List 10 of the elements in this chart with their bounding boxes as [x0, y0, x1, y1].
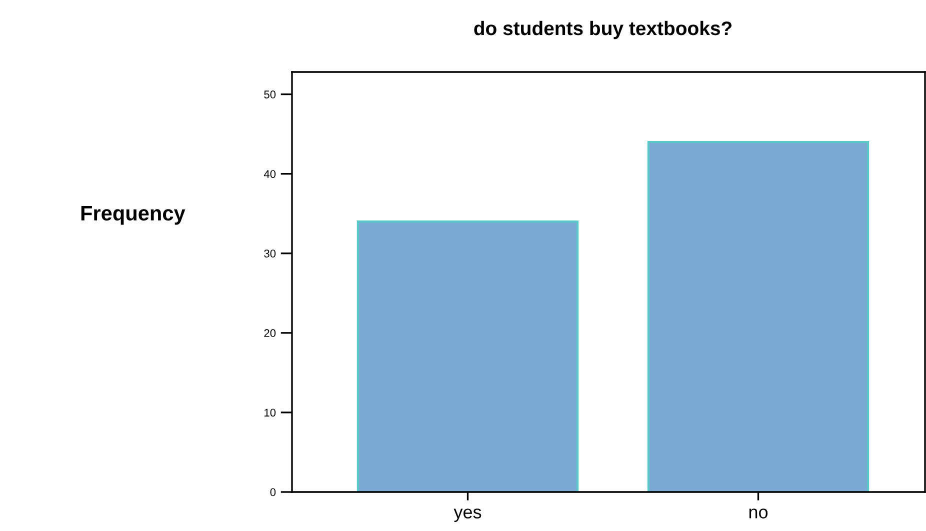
x-tick-label: yes [454, 508, 482, 522]
x-tick-label: no [749, 508, 768, 518]
y-axis-title: Frequency [81, 206, 186, 225]
y-tick-label: 50 [264, 90, 276, 98]
y-tick-label: 0 [270, 488, 276, 496]
chart-title: do students buy textbooks? [474, 20, 732, 40]
y-tick-label: 10 [264, 408, 276, 417]
y-tick-label: 40 [264, 170, 276, 178]
y-tick-label: 20 [264, 329, 276, 338]
y-tick-label: 30 [264, 250, 276, 258]
